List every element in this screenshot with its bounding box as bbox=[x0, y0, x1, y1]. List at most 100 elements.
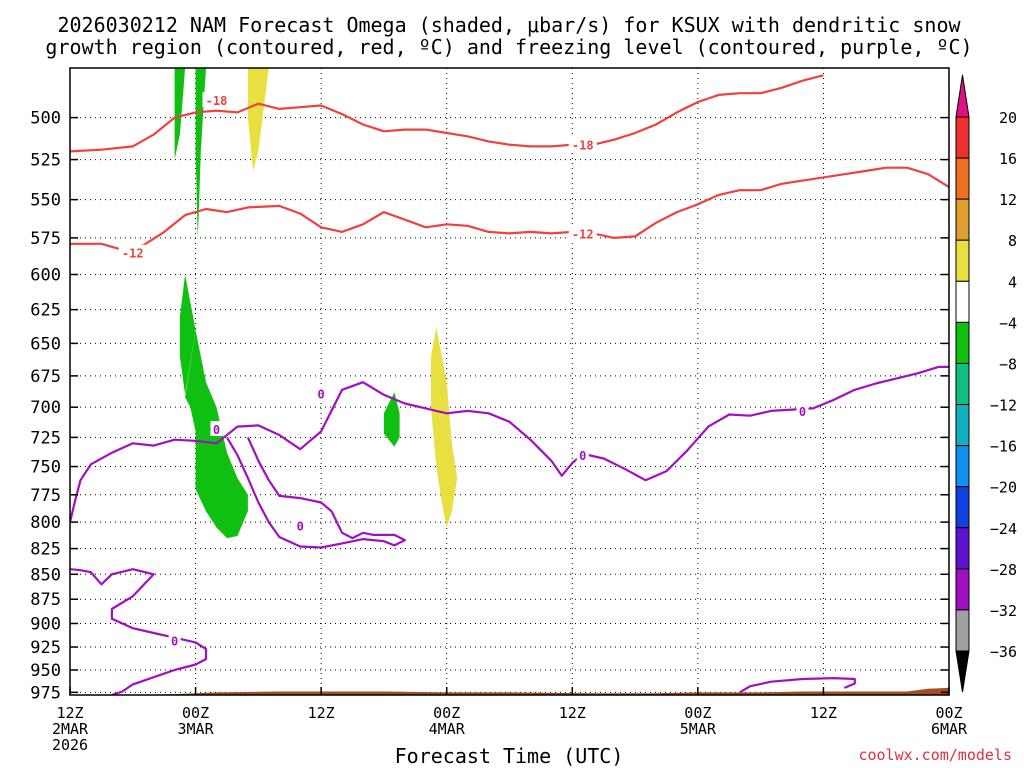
colorbar-segment bbox=[955, 568, 970, 611]
contour-line bbox=[70, 166, 949, 251]
contour-label: 0 bbox=[579, 449, 586, 463]
y-tick-label: 925 bbox=[30, 638, 61, 658]
y-tick-label: 750 bbox=[30, 458, 61, 478]
x-tick-label: 4MAR bbox=[429, 720, 466, 738]
contour-label: -18 bbox=[572, 139, 594, 153]
x-tick-label: 2026 bbox=[52, 736, 88, 754]
x-tick-label: 5MAR bbox=[680, 720, 717, 738]
omega-region bbox=[247, 68, 269, 171]
y-tick-label: 850 bbox=[30, 565, 61, 585]
y-tick-label: 825 bbox=[30, 540, 61, 560]
x-tick-label: 00Z bbox=[684, 704, 711, 722]
x-tick-label: 3MAR bbox=[178, 720, 215, 738]
omega-region bbox=[195, 68, 206, 238]
y-tick-label: 550 bbox=[30, 191, 61, 211]
colorbar-label: −4 bbox=[999, 314, 1017, 332]
terrain-fill bbox=[70, 687, 949, 695]
contour-label-bg bbox=[294, 517, 307, 533]
colorbar-bottom-arrow bbox=[955, 650, 970, 693]
credit-text: coolwx.com/models bbox=[858, 746, 1012, 764]
omega-region bbox=[431, 327, 458, 528]
contour-label: 0 bbox=[297, 519, 304, 533]
colorbar-segment bbox=[955, 280, 970, 323]
colorbar-label: −8 bbox=[999, 355, 1017, 373]
contour-label-bg bbox=[568, 225, 597, 241]
colorbar-label: −36 bbox=[990, 643, 1017, 661]
y-tick-label: 875 bbox=[30, 590, 61, 610]
contour-line bbox=[70, 74, 824, 153]
contour-label-bg bbox=[202, 92, 231, 108]
colorbar-segment bbox=[955, 116, 970, 159]
y-tick-label: 650 bbox=[30, 334, 61, 354]
contour-label-bg bbox=[568, 136, 597, 152]
contour-line bbox=[70, 568, 208, 695]
omega-region bbox=[383, 392, 400, 447]
colorbar-segment bbox=[955, 527, 970, 570]
colorbar-segment bbox=[955, 239, 970, 282]
contour-label: 0 bbox=[213, 423, 220, 437]
y-tick-label: 600 bbox=[30, 266, 61, 286]
y-tick-label: 975 bbox=[30, 683, 61, 703]
colorbar-label: −12 bbox=[990, 397, 1017, 415]
y-tick-label: 700 bbox=[30, 398, 61, 418]
contour-label: -12 bbox=[122, 247, 144, 261]
x-tick-label: 00Z bbox=[182, 704, 209, 722]
plot-area: -18 -18 -12 -12 0 0 0 0 0 0 bbox=[70, 68, 949, 695]
colorbar-segment bbox=[955, 198, 970, 241]
y-tick-label: 625 bbox=[30, 301, 61, 321]
colorbar-segment bbox=[955, 362, 970, 406]
colorbar-segment bbox=[955, 609, 970, 652]
y-tick-label: 725 bbox=[30, 428, 61, 448]
x-tick-label: 12Z bbox=[810, 704, 837, 722]
colorbar-label: 20 bbox=[999, 109, 1017, 127]
chart-title-line1: 2026030212 NAM Forecast Omega (shaded, μ… bbox=[57, 13, 961, 37]
contour-line bbox=[739, 677, 856, 694]
contour-label: 0 bbox=[171, 635, 178, 649]
y-tick-label: 500 bbox=[30, 109, 61, 129]
y-tick-label: 675 bbox=[30, 367, 61, 387]
y-tick-label: 950 bbox=[30, 661, 61, 681]
plot-frame bbox=[69, 67, 950, 696]
contour-label: 0 bbox=[318, 388, 325, 402]
contour-label-bg bbox=[118, 244, 147, 260]
contour-label: -12 bbox=[572, 227, 594, 241]
x-tick-label: 12Z bbox=[56, 704, 83, 722]
omega-region bbox=[179, 274, 196, 395]
colorbar-label: 16 bbox=[999, 150, 1017, 168]
x-tick-label: 00Z bbox=[433, 704, 460, 722]
colorbar-label: −28 bbox=[990, 561, 1017, 579]
contour-label: 0 bbox=[799, 405, 806, 419]
colorbar: 20 16 12 8 4 −4 −8 −12 −16 −20 −24 −28 −32 −36 bbox=[955, 74, 1017, 693]
colorbar-segment bbox=[955, 321, 970, 364]
x-tick-label: 00Z bbox=[935, 704, 962, 722]
colorbar-segment bbox=[955, 157, 970, 200]
colorbar-label: −16 bbox=[990, 438, 1017, 456]
colorbar-label: 8 bbox=[1008, 232, 1017, 250]
colorbar-segment bbox=[955, 486, 970, 529]
y-tick-label: 525 bbox=[30, 151, 61, 171]
y-tick-label: 775 bbox=[30, 486, 61, 506]
x-tick-label: 2MAR bbox=[52, 720, 89, 738]
x-tick-label: 6MAR bbox=[931, 720, 968, 738]
axes: 500 525 550 575 600 625 650 675 700 725 750 775 800 8… bbox=[30, 67, 968, 754]
colorbar-label: −20 bbox=[990, 479, 1017, 497]
contour-label-bg bbox=[796, 402, 809, 418]
colorbar-label: −32 bbox=[990, 602, 1017, 620]
colorbar-label: 12 bbox=[999, 191, 1017, 209]
colorbar-label: −24 bbox=[990, 520, 1017, 538]
colorbar-top-arrow bbox=[955, 74, 970, 118]
y-tick-label: 800 bbox=[30, 513, 61, 533]
contour-label-bg bbox=[576, 447, 589, 463]
contour-label-bg bbox=[210, 421, 223, 437]
contour-line bbox=[226, 436, 406, 549]
colorbar-segment bbox=[955, 445, 970, 488]
colorbar-segment bbox=[955, 404, 970, 447]
x-tick-label: 12Z bbox=[559, 704, 586, 722]
x-axis-label: Forecast Time (UTC) bbox=[395, 744, 624, 768]
colorbar-label: 4 bbox=[1008, 273, 1017, 291]
plot-contents: -18 -18 -12 -12 0 0 0 0 0 0 bbox=[70, 68, 949, 695]
omega-region bbox=[174, 68, 186, 160]
chart-title-line2: growth region (contoured, red, ºC) and f… bbox=[45, 35, 972, 59]
x-tick-label: 12Z bbox=[308, 704, 335, 722]
